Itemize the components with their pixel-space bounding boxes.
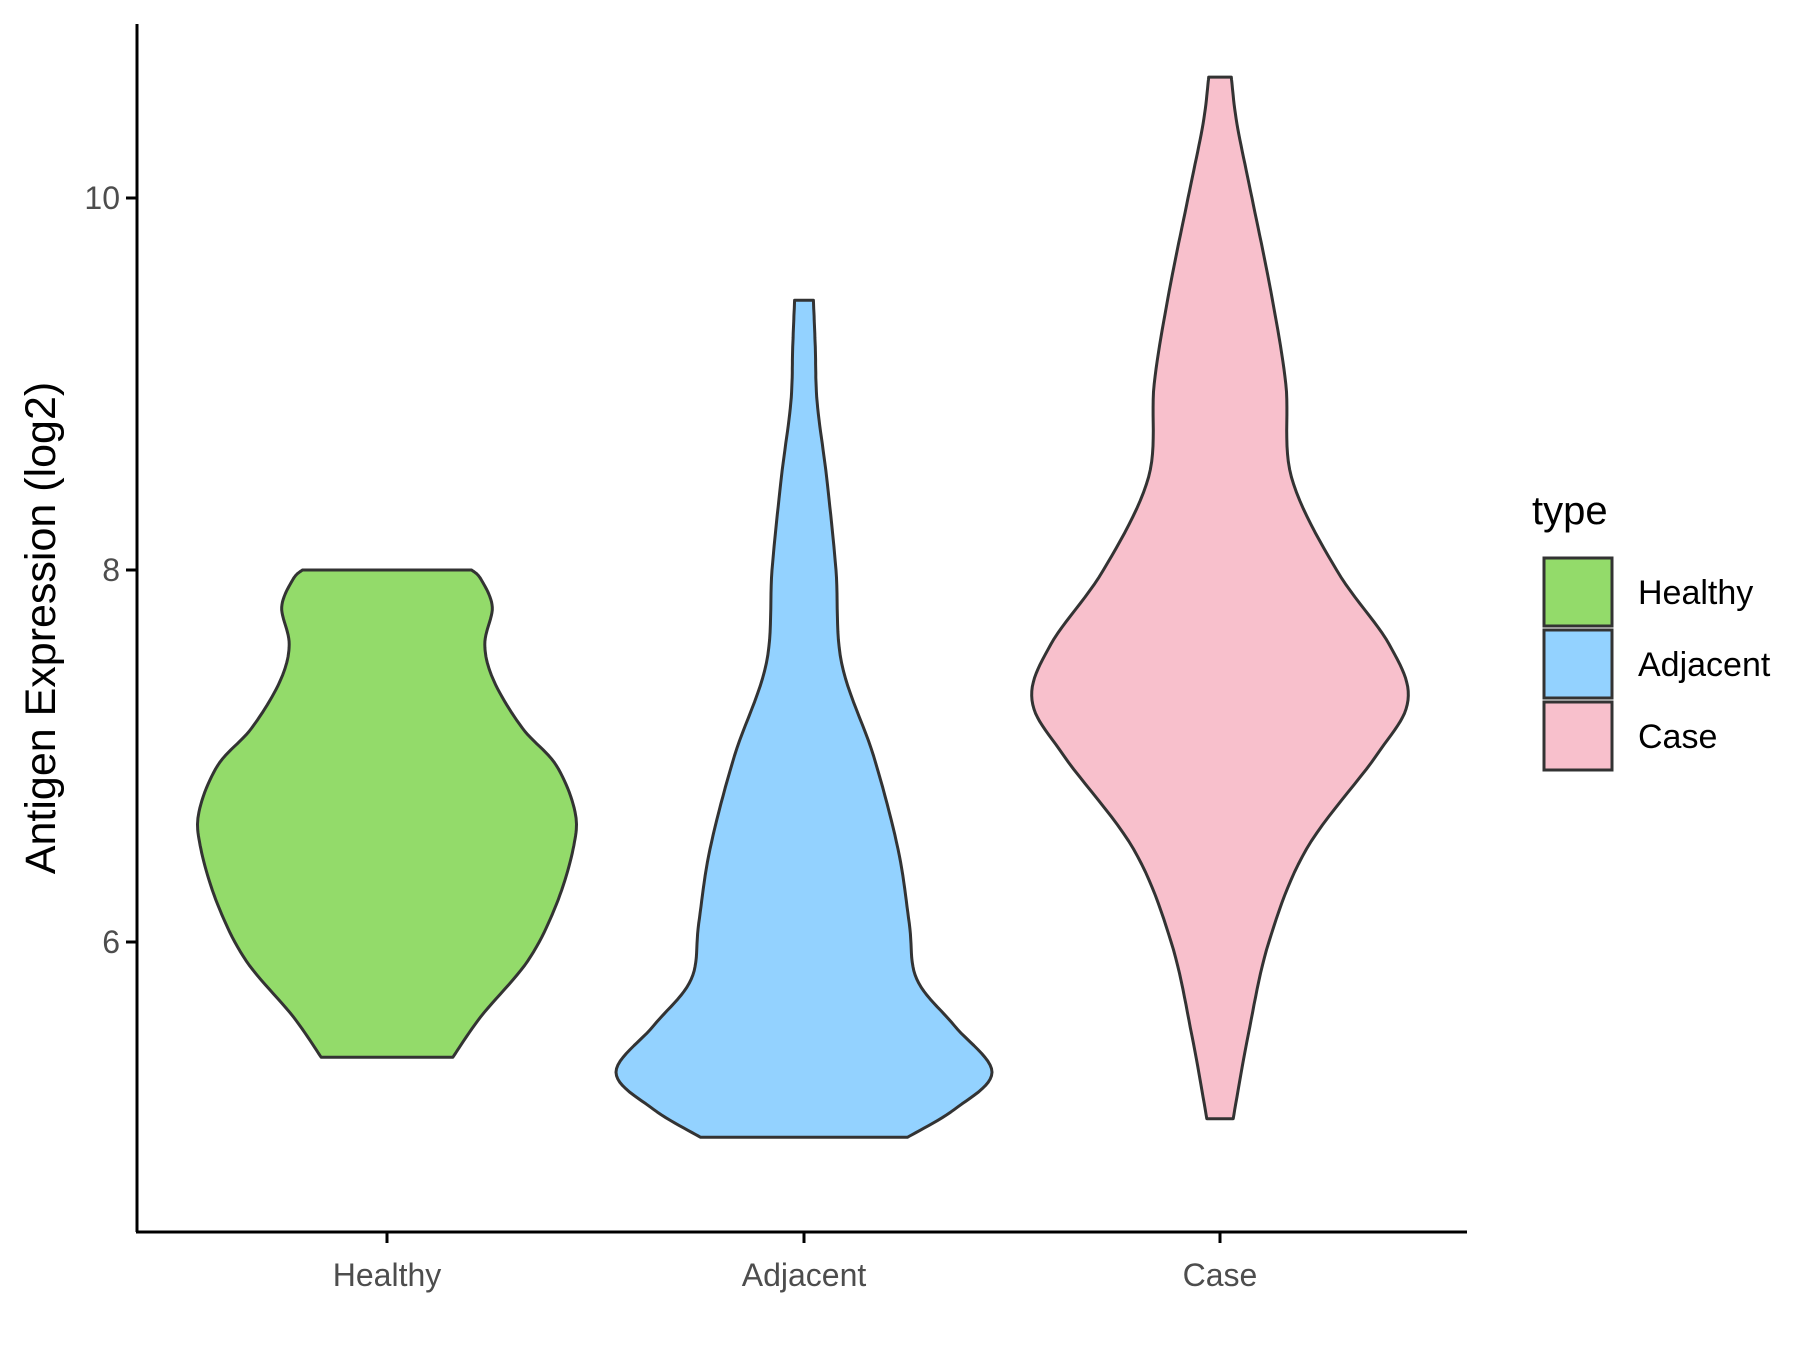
violin-adjacent	[614, 298, 994, 1139]
violin-healthy	[196, 568, 578, 1059]
legend: type Healthy Adjacent Case	[1532, 489, 1771, 772]
legend-swatch-adjacent	[1542, 628, 1614, 700]
y-ticks: 6 8 10	[84, 180, 137, 960]
legend-swatch-healthy	[1542, 556, 1614, 628]
legend-label-healthy: Healthy	[1638, 574, 1753, 612]
y-tick-label: 6	[102, 924, 120, 960]
x-tick-label-adjacent: Adjacent	[742, 1257, 867, 1293]
x-tick-label-healthy: Healthy	[333, 1257, 442, 1293]
violin-case	[1030, 75, 1410, 1121]
y-axis-title: Antigen Expression (log2)	[17, 382, 65, 874]
legend-label-case: Case	[1638, 718, 1717, 756]
legend-title: type	[1532, 489, 1608, 533]
x-ticks: Healthy Adjacent Case	[333, 1232, 1258, 1293]
violin-layer	[196, 75, 1410, 1139]
legend-swatch-case	[1542, 700, 1614, 772]
legend-items: Healthy Adjacent Case	[1542, 556, 1771, 772]
y-tick-label: 8	[102, 552, 120, 588]
x-tick-label-case: Case	[1183, 1257, 1258, 1293]
y-tick-label: 10	[84, 180, 120, 216]
legend-label-adjacent: Adjacent	[1638, 646, 1771, 684]
